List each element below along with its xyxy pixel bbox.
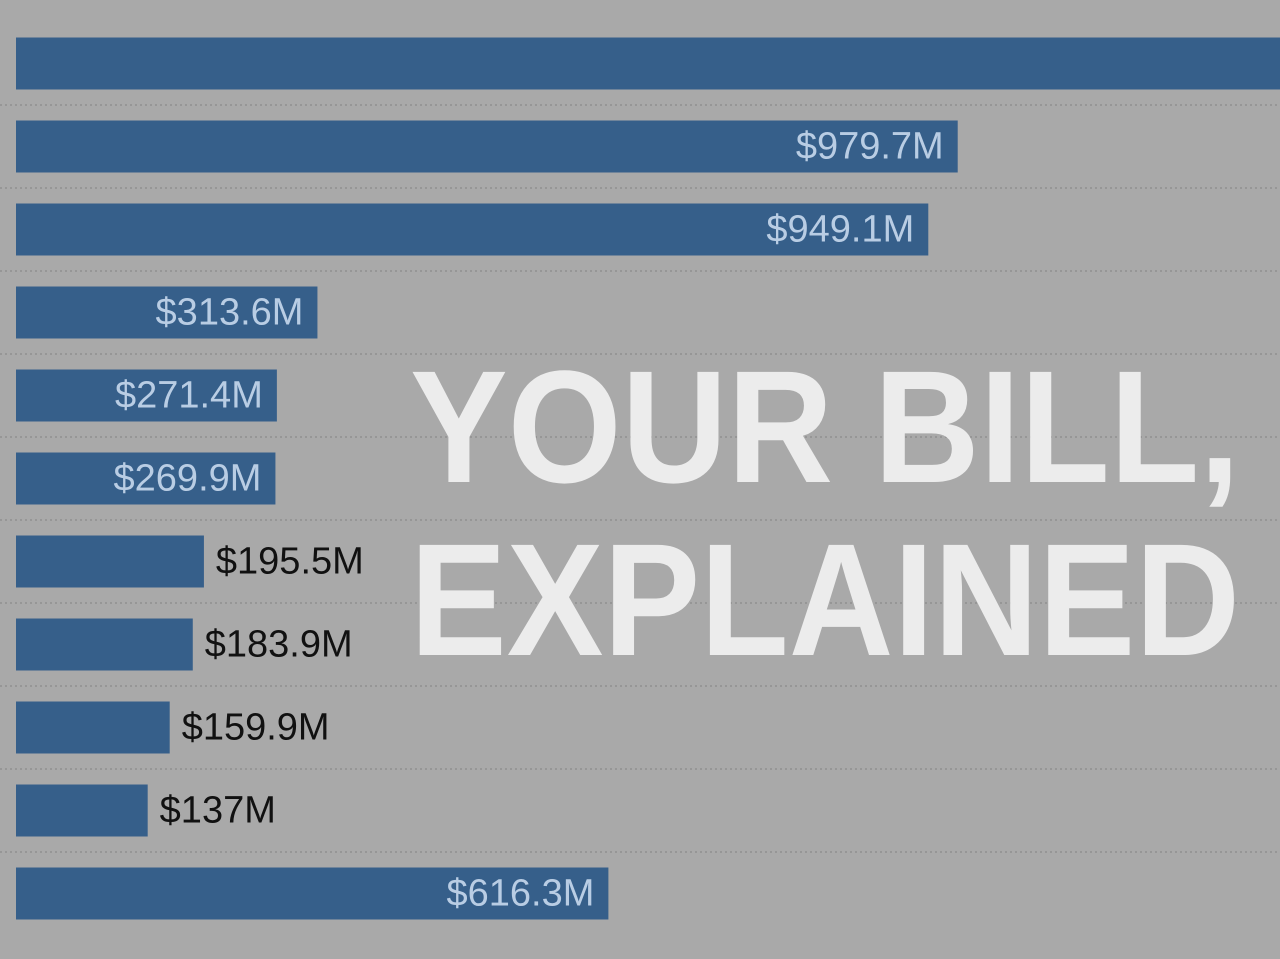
- bar: [16, 701, 170, 754]
- value-label: $195.5M: [216, 541, 364, 583]
- bar: [16, 452, 276, 505]
- bar: [16, 286, 318, 339]
- rows: $979.7M $949.1M $313.6M $271.4M $269.9M $195.…: [0, 37, 1280, 920]
- bar: [16, 784, 148, 837]
- chart-title: EXPLAINED: [410, 510, 1240, 689]
- value-label: $979.7M: [796, 126, 944, 168]
- value-label: $949.1M: [766, 209, 914, 251]
- bar: [16, 369, 277, 422]
- value-label: $616.3M: [447, 873, 595, 915]
- value-label: $183.9M: [205, 624, 353, 666]
- value-label: $137M: [160, 790, 276, 832]
- value-label: $313.6M: [156, 292, 304, 334]
- bar: [16, 37, 1280, 90]
- bar: [16, 203, 929, 256]
- value-label: $271.4M: [115, 375, 263, 417]
- bar: [16, 120, 958, 173]
- bar: [16, 867, 609, 920]
- bar: [16, 618, 193, 671]
- chart-title: YOUR BILL,: [410, 337, 1240, 516]
- bar: [16, 535, 204, 588]
- value-label: $269.9M: [114, 458, 262, 500]
- value-label: $159.9M: [182, 707, 330, 749]
